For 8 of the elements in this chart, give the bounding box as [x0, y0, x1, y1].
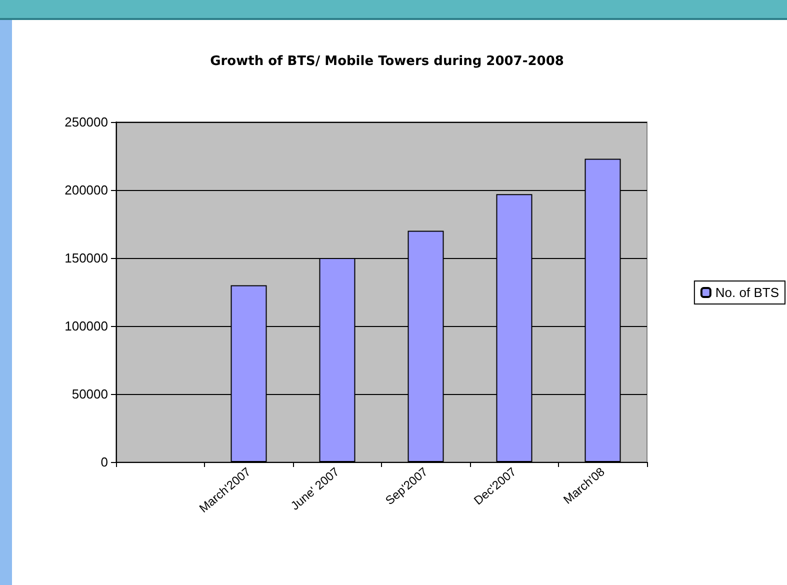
y-tick-label: 0: [100, 454, 108, 470]
y-tick-label: 200000: [64, 182, 108, 198]
chart-title: Growth of BTS/ Mobile Towers during 2007-2008: [210, 54, 564, 69]
y-tick-label: 150000: [64, 250, 108, 266]
y-tick-label: 100000: [64, 318, 108, 334]
legend-label: No. of BTS: [715, 285, 780, 300]
y-tick-label: 250000: [64, 114, 108, 130]
y-tick-label: 50000: [72, 386, 108, 402]
